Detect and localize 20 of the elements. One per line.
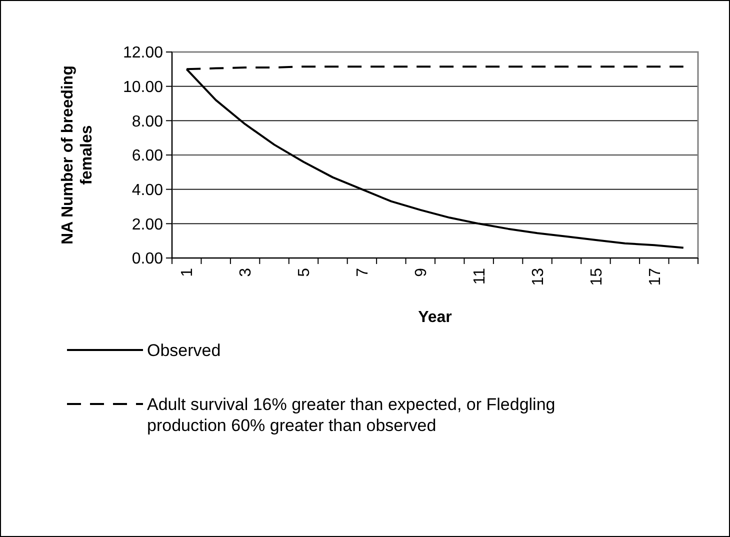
y-tick-label: 8.00: [132, 113, 164, 130]
x-tick-label: 7: [354, 268, 372, 277]
y-tick-label: 6.00: [132, 148, 164, 165]
y-tick-label: 0.00: [132, 250, 164, 268]
legend-label: Adult survival 16% greater than expected, or Fledgling production 60% greater than observed: [147, 394, 556, 436]
y-tick-label: 2.00: [132, 216, 164, 234]
x-tick-label: 5: [296, 268, 314, 277]
y-axis-title: NA Number of breeding females: [59, 66, 96, 244]
x-tick-label: 3: [238, 268, 255, 277]
legend-label: Observed: [147, 340, 221, 360]
x-tick-label: 1: [179, 268, 196, 277]
y-tick-label: 12.00: [122, 44, 164, 62]
x-tick-label: 15: [588, 268, 606, 286]
x-tick-label: 17: [646, 268, 664, 286]
x-tick-label: 13: [530, 268, 547, 286]
y-tick-label: 4.00: [132, 182, 164, 199]
x-tick-label: 11: [471, 268, 488, 285]
x-axis-title: Year: [418, 309, 452, 326]
x-tick-label: 9: [412, 268, 430, 277]
y-tick-label: 10.00: [122, 78, 164, 96]
